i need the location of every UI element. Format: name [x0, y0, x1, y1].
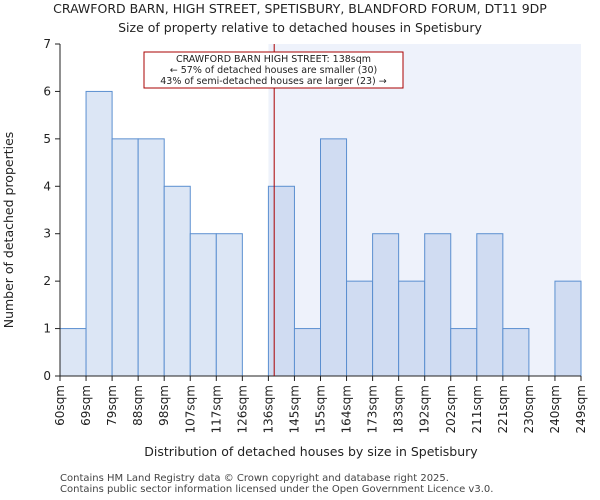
x-tick-label: 202sqm [444, 385, 458, 433]
bar [502, 328, 530, 377]
footer-licence: Contains public sector information licen… [60, 484, 494, 495]
bar [372, 233, 400, 377]
annotation-line: 43% of semi-detached houses are larger (… [160, 76, 387, 87]
bar [476, 233, 504, 377]
x-tick-label: 164sqm [340, 385, 354, 433]
y-tick-label: 4 [43, 179, 51, 193]
x-tick-label: 240sqm [548, 385, 562, 433]
bar [267, 185, 295, 377]
x-tick-label: 79sqm [105, 385, 119, 426]
y-tick-label: 3 [43, 227, 51, 241]
x-tick-label: 69sqm [79, 385, 93, 426]
x-tick-label: 145sqm [287, 385, 301, 433]
bar [215, 233, 243, 377]
bar [346, 280, 374, 377]
y-axis-label: Number of detached properties [1, 132, 16, 329]
y-tick-label: 2 [43, 274, 51, 288]
chart-subtitle: Size of property relative to detached ho… [118, 20, 482, 35]
bar [320, 138, 348, 377]
y-tick-label: 7 [43, 37, 51, 51]
y-tick-label: 0 [43, 369, 51, 383]
plot-area: 0 1 2 3 4 5 6 7 60sqm 69sqm 79sqm 88sqm 98sqm 107sqm 1… [43, 37, 588, 433]
annotation-line: ← 57% of detached houses are smaller (30… [170, 65, 377, 76]
x-tick-label: 211sqm [470, 385, 484, 433]
x-tick-label: 98sqm [157, 385, 171, 426]
y-tick-label: 5 [43, 132, 51, 146]
x-tick-label: 136sqm [261, 385, 275, 433]
x-tick-label: 155sqm [314, 385, 328, 433]
x-tick-label: 173sqm [366, 385, 380, 433]
chart-title-line: CRAWFORD BARN, HIGH STREET, SPETISBURY, … [53, 1, 547, 16]
x-tick-label: 192sqm [418, 385, 432, 433]
x-tick-label: 183sqm [392, 385, 406, 433]
x-tick-label: 60sqm [53, 385, 67, 426]
bar [85, 90, 113, 377]
y-tick-label: 6 [43, 84, 51, 98]
bar [59, 328, 87, 377]
bar [450, 328, 478, 377]
x-axis-label: Distribution of detached houses by size … [144, 444, 478, 459]
bar [293, 328, 322, 377]
x-tick-label: 230sqm [522, 385, 536, 433]
annotation-line: CRAWFORD BARN HIGH STREET: 138sqm [176, 54, 371, 65]
bar [424, 233, 452, 377]
x-tick-label: 107sqm [183, 385, 197, 433]
bar [189, 233, 217, 377]
x-tick-label: 117sqm [209, 385, 223, 433]
bar [163, 185, 191, 377]
bar [137, 138, 165, 377]
bar [398, 280, 426, 377]
x-tick-label: 126sqm [235, 385, 249, 433]
x-tick-label: 249sqm [574, 385, 588, 433]
footer-copyright: Contains HM Land Registry data © Crown c… [60, 473, 449, 484]
x-tick-label: 88sqm [131, 385, 145, 426]
bar [554, 280, 582, 377]
x-tick-label: 221sqm [496, 385, 510, 433]
y-tick-label: 1 [43, 322, 51, 336]
bar [111, 138, 139, 377]
annotation-box [143, 51, 404, 89]
chart-title: CRAWFORD BARN, HIGH STREET, SPETISBURY, … [53, 1, 547, 35]
